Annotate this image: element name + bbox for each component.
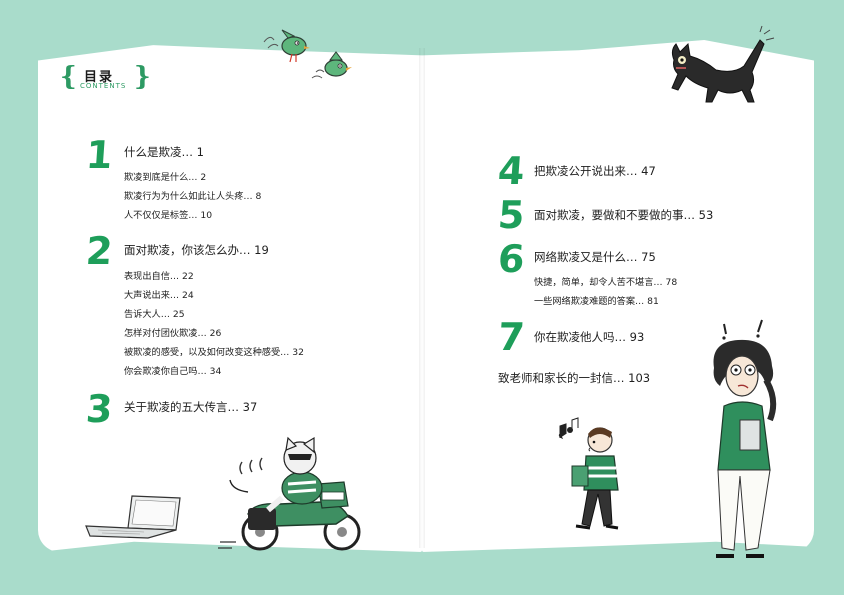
chapter-number: 6	[496, 237, 526, 281]
chapter-number: 3	[84, 387, 114, 431]
subsection-item[interactable]: 快捷，简单，却令人苦不堪言… 78	[534, 277, 678, 288]
black-cat-illustration	[671, 25, 775, 103]
chapter-title: 网络欺凌又是什么… 75	[534, 250, 656, 264]
chapter-number: 4	[496, 149, 526, 193]
chapter-number: 1	[84, 133, 114, 177]
motorcycle-cat-illustration	[218, 436, 361, 551]
whistling-boy-illustration	[558, 417, 619, 530]
chapter-number: 5	[496, 193, 526, 237]
worried-woman-illustration	[713, 319, 777, 558]
laptop-illustration	[85, 495, 181, 539]
chapter-title: 什么是欺凌… 1	[124, 145, 204, 159]
toc-subtitle: CONTENTS	[80, 82, 127, 90]
birds-illustration	[263, 29, 352, 79]
subsection-item[interactable]: 表现出自信… 22	[124, 271, 194, 282]
subsection-item[interactable]: 怎样对付团伙欺凌… 26	[124, 328, 222, 339]
subsection-item[interactable]: 欺凌到底是什么… 2	[124, 172, 207, 183]
chapter-title: 关于欺凌的五大传言… 37	[124, 400, 258, 414]
subsection-item[interactable]: 被欺凌的感受，以及如何改变这种感受… 32	[124, 347, 304, 358]
chapter-title: 把欺凌公开说出来… 47	[534, 164, 656, 178]
subsection-item[interactable]: 一些网络欺凌难题的答案… 81	[534, 296, 659, 307]
subsection-item[interactable]: 你会欺凌你自己吗… 34	[124, 366, 222, 377]
chapter-number: 7	[496, 315, 526, 359]
left-page	[38, 45, 422, 552]
chapter-number: 2	[84, 229, 114, 273]
subsection-item[interactable]: 人不仅仅是标签… 10	[124, 210, 213, 221]
chapter-title: 你在欺凌他人吗… 93	[534, 330, 645, 344]
chapter-title: 面对欺凌，你该怎么办… 19	[124, 243, 269, 257]
subsection-item[interactable]: 告诉大人… 25	[124, 309, 185, 320]
toc-header: { 目录 CONTENTS }	[60, 62, 151, 96]
right-brace: }	[134, 62, 151, 92]
subsection-item[interactable]: 欺凌行为为什么如此让人头疼… 8	[124, 191, 262, 202]
book-gutter	[419, 48, 425, 548]
subsection-item[interactable]: 大声说出来… 24	[124, 290, 194, 301]
chapter-title: 面对欺凌，要做和不要做的事… 53	[534, 208, 714, 222]
letter-to-teachers-entry[interactable]: 致老师和家长的一封信… 103	[498, 371, 651, 385]
toc-title: 目录	[84, 70, 115, 85]
left-brace: {	[60, 62, 77, 92]
